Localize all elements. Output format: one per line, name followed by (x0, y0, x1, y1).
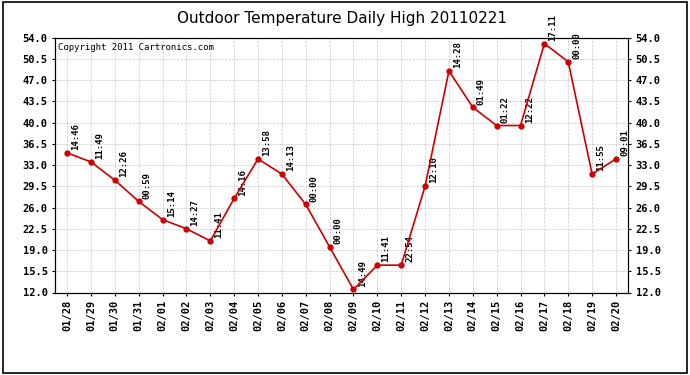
Text: Outdoor Temperature Daily High 20110221: Outdoor Temperature Daily High 20110221 (177, 11, 506, 26)
Text: 13:58: 13:58 (262, 129, 271, 156)
Text: 14:27: 14:27 (190, 199, 199, 226)
Text: 11:41: 11:41 (382, 236, 391, 262)
Text: 22:54: 22:54 (405, 236, 415, 262)
Text: 00:59: 00:59 (143, 172, 152, 199)
Text: 11:41: 11:41 (215, 211, 224, 238)
Text: 09:01: 09:01 (620, 129, 629, 156)
Text: 14:46: 14:46 (71, 123, 80, 150)
Text: 14:13: 14:13 (286, 144, 295, 171)
Text: 01:22: 01:22 (501, 96, 510, 123)
Text: 01:49: 01:49 (477, 78, 486, 105)
Text: Copyright 2011 Cartronics.com: Copyright 2011 Cartronics.com (58, 43, 214, 52)
Text: 00:00: 00:00 (334, 217, 343, 244)
Text: 00:00: 00:00 (573, 32, 582, 59)
Text: 00:00: 00:00 (310, 175, 319, 202)
Text: 17:11: 17:11 (549, 14, 558, 41)
Text: 11:49: 11:49 (95, 132, 104, 159)
Text: 11:55: 11:55 (596, 144, 605, 171)
Text: 12:10: 12:10 (429, 157, 438, 183)
Text: 12:22: 12:22 (524, 96, 533, 123)
Text: 15:14: 15:14 (167, 190, 176, 217)
Text: 14:28: 14:28 (453, 41, 462, 68)
Text: 14:16: 14:16 (238, 169, 247, 196)
Text: 12:26: 12:26 (119, 150, 128, 177)
Text: 14:49: 14:49 (357, 260, 366, 286)
